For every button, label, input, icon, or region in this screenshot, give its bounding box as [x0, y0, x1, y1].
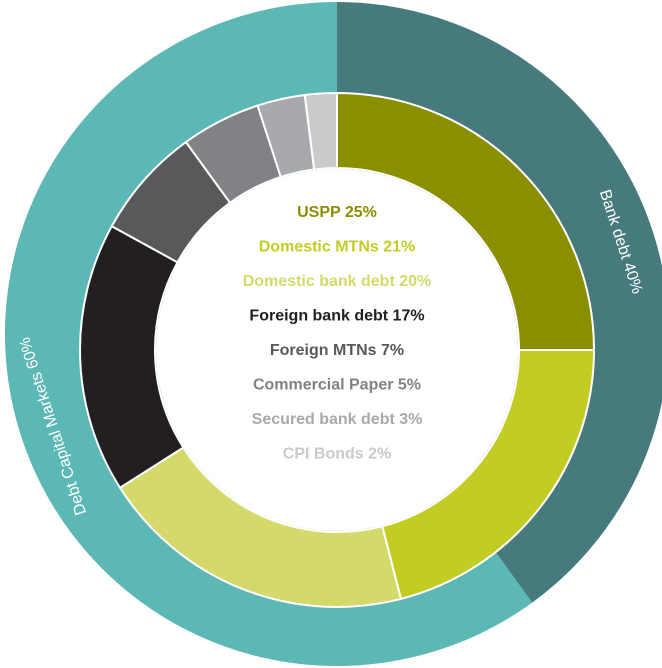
center-label: Domestic bank debt 20% [243, 273, 432, 290]
inner-slice [336, 91, 596, 351]
center-hole [156, 169, 518, 531]
center-label: USPP 25% [297, 204, 377, 221]
center-label: Foreign MTNs 7% [270, 342, 404, 359]
center-label: Secured bank debt 3% [252, 411, 423, 428]
center-label: Domestic MTNs 21% [259, 239, 416, 256]
inner-ring [79, 91, 596, 608]
center-label: Commercial Paper 5% [253, 377, 421, 394]
center-label: CPI Bonds 2% [283, 446, 391, 463]
inner-slice [303, 91, 338, 171]
center-label: Foreign bank debt 17% [249, 308, 424, 325]
